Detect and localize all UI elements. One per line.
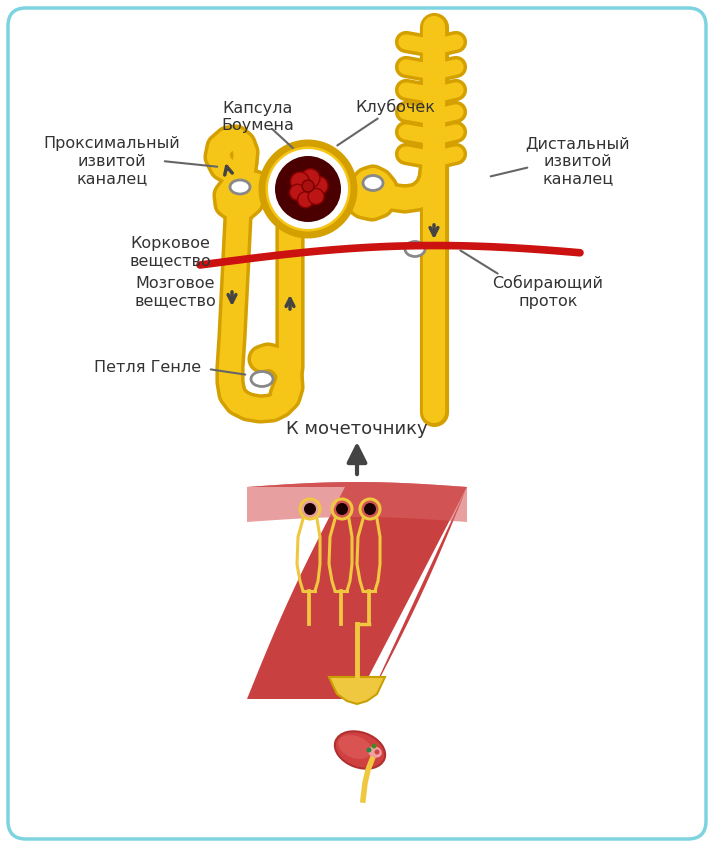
Circle shape [375, 750, 380, 755]
Circle shape [275, 156, 341, 222]
Circle shape [298, 191, 313, 208]
Circle shape [309, 176, 328, 196]
Circle shape [304, 503, 316, 515]
Circle shape [289, 185, 306, 200]
Circle shape [302, 180, 314, 192]
Ellipse shape [338, 735, 372, 759]
Circle shape [308, 189, 324, 204]
Circle shape [364, 503, 376, 515]
Polygon shape [247, 482, 467, 522]
Text: Собирающий
проток: Собирающий проток [493, 275, 603, 309]
Ellipse shape [405, 241, 425, 257]
Text: К мочеточнику: К мочеточнику [286, 420, 428, 438]
Circle shape [336, 503, 348, 515]
Ellipse shape [363, 175, 383, 191]
Text: Капсула
Боумена: Капсула Боумена [221, 101, 294, 133]
Ellipse shape [230, 180, 250, 194]
Circle shape [262, 143, 354, 235]
Text: Мозговое
вещество: Мозговое вещество [134, 276, 216, 308]
Circle shape [301, 169, 320, 188]
Ellipse shape [368, 746, 382, 758]
Polygon shape [247, 482, 467, 699]
FancyBboxPatch shape [8, 8, 706, 839]
Circle shape [371, 744, 376, 749]
Circle shape [366, 748, 371, 752]
Circle shape [291, 172, 309, 191]
Polygon shape [329, 677, 385, 704]
Ellipse shape [335, 731, 385, 769]
Circle shape [268, 149, 348, 229]
Text: Корковое
вещество: Корковое вещество [129, 235, 211, 268]
Text: Клубочек: Клубочек [355, 99, 435, 115]
Text: Дистальный
извитой
каналец: Дистальный извитой каналец [526, 136, 630, 185]
Text: Петля Генле: Петля Генле [94, 359, 201, 374]
Ellipse shape [251, 372, 273, 386]
Text: Проксимальный
извитой
каналец: Проксимальный извитой каналец [44, 136, 181, 185]
